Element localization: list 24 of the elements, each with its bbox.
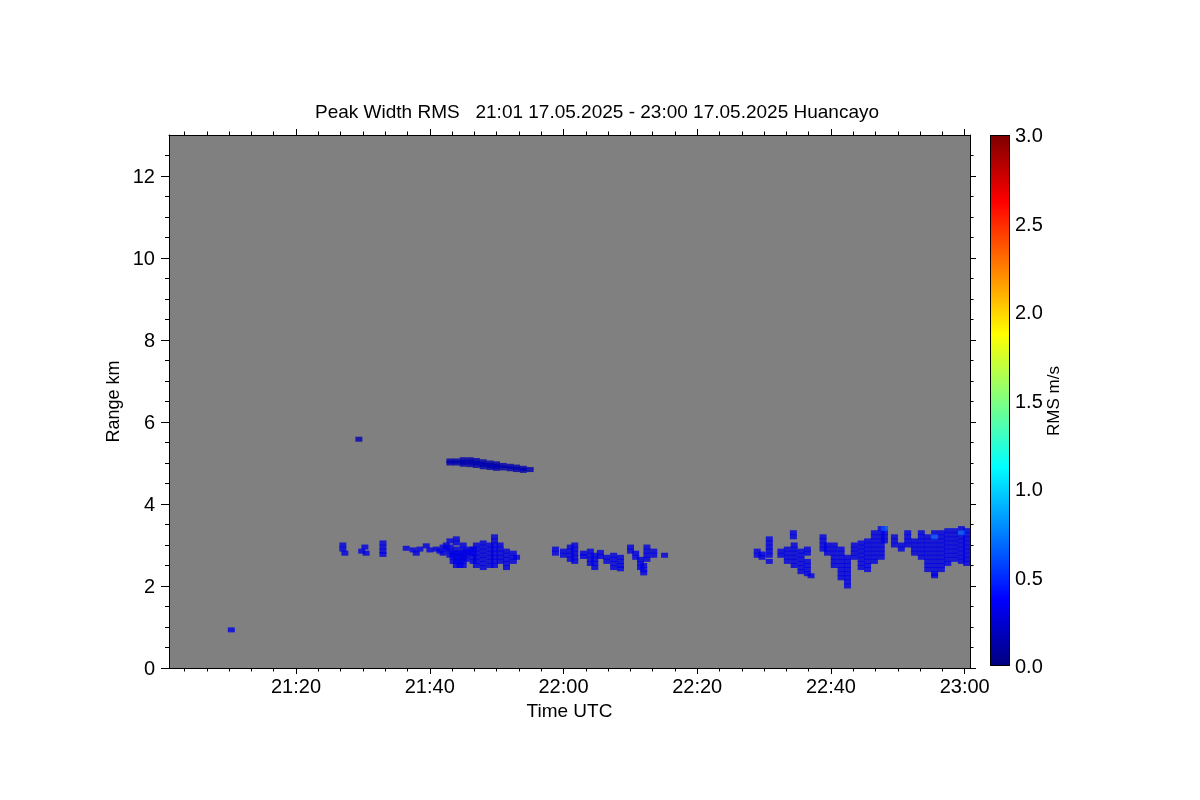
- x-tick-label: 22:00: [538, 675, 589, 697]
- y-tick-label: 4: [143, 493, 155, 515]
- color-bar-label: 0.5: [1015, 566, 1043, 589]
- y-axis-title: Range km: [102, 360, 123, 443]
- color-bar-label: 3.0: [1015, 124, 1043, 146]
- chart-title: Peak Width RMS 21:01 17.05.2025 - 23:00 17.05.2025 Huancayo: [314, 101, 880, 122]
- y-tick-label: 10: [132, 247, 155, 269]
- x-tick-label: 22:40: [805, 675, 856, 697]
- color-bar-label: 2.5: [1015, 212, 1043, 235]
- x-tick-label: 22:20: [672, 675, 723, 697]
- y-tick-label: 2: [143, 575, 155, 597]
- color-bar-title: RMS m/s: [1043, 366, 1063, 436]
- x-axis-title: Time UTC: [526, 699, 613, 721]
- y-tick-label: 8: [143, 329, 155, 351]
- x-tick-label: 23:00: [939, 675, 990, 697]
- color-bar-label: 2.0: [1015, 301, 1043, 323]
- y-tick-label: 12: [132, 165, 155, 187]
- color-bar-label: 1.0: [1015, 478, 1043, 500]
- color-bar-label: 1.5: [1015, 389, 1043, 412]
- y-tick-label: 6: [143, 411, 155, 433]
- x-tick-label: 21:40: [404, 675, 455, 697]
- x-tick-label: 21:20: [270, 675, 322, 697]
- y-tick-label: 0: [143, 657, 155, 679]
- color-bar-label: 0.0: [1015, 655, 1043, 677]
